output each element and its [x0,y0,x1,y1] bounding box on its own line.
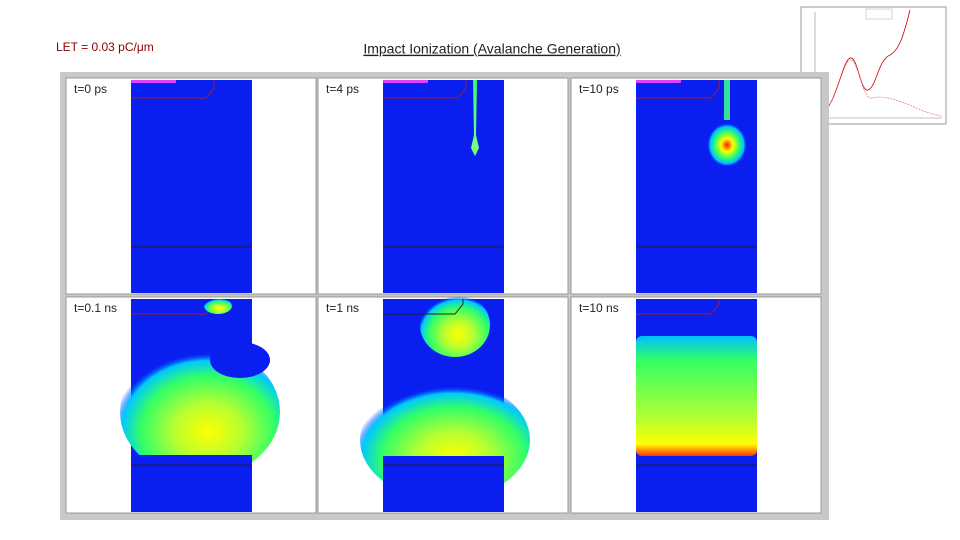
panel: t=10 ns [570,296,822,514]
panel-label: t=0.1 ns [74,301,117,315]
panel-label: t=0 ps [74,82,107,96]
panel-label: t=4 ps [326,82,359,96]
panel: t=10 ps [570,77,822,295]
panel: t=4 ps [317,77,569,295]
panel: t=1 ns [317,293,569,514]
panel-label: t=10 ps [579,82,619,96]
slide-title: Impact Ionization (Avalanche Generation) [363,41,620,57]
panel-label: t=10 ns [579,301,619,315]
panel-label: t=1 ns [326,301,359,315]
let-label: LET = 0.03 pC/μm [56,40,154,54]
panel: t=0.1 ns [65,296,317,514]
panel: t=0 ps [65,77,317,295]
